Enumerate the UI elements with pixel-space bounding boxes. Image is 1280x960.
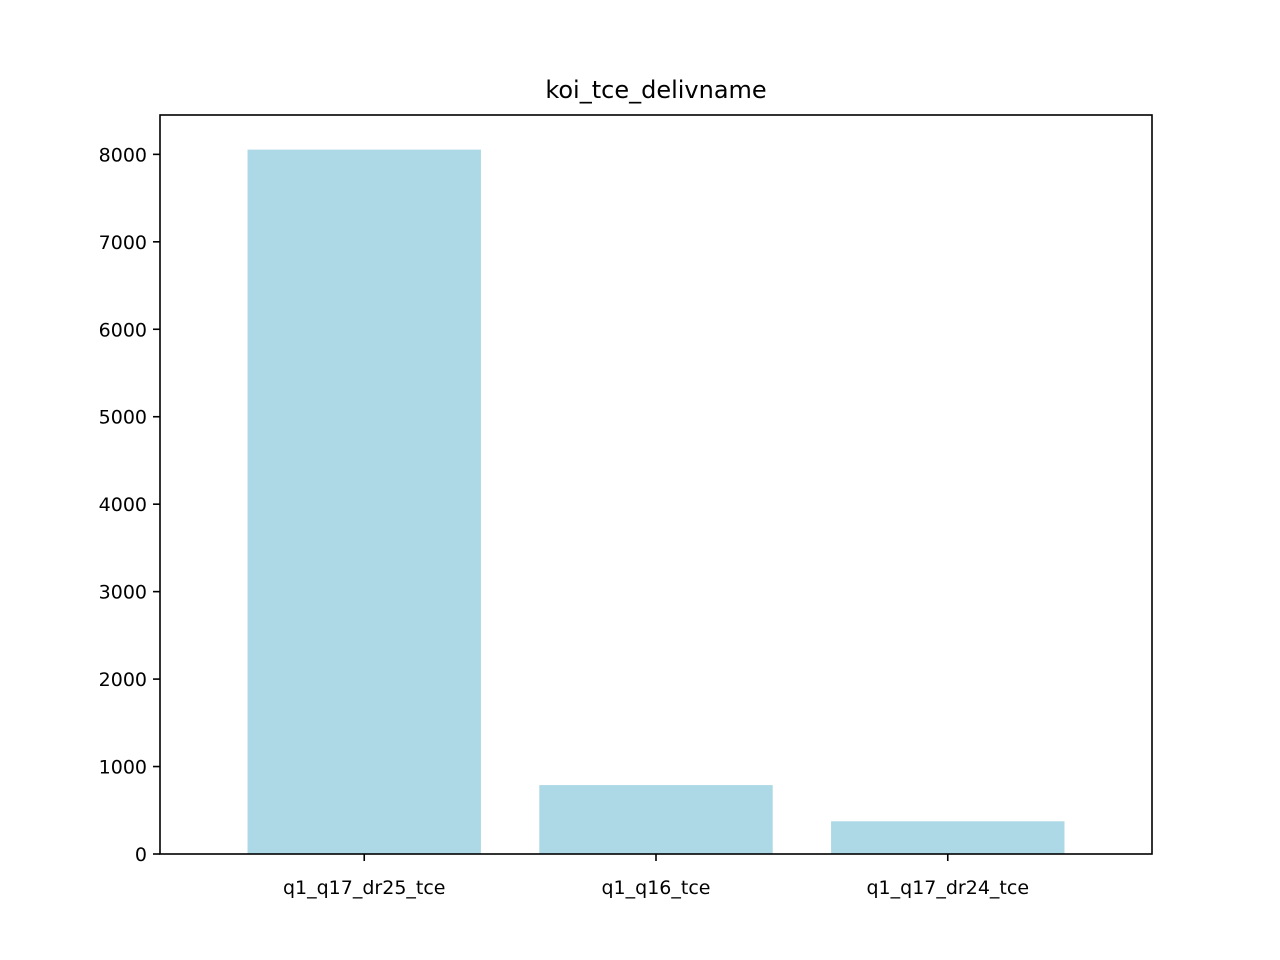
y-tick-label: 5000	[99, 407, 147, 429]
bar-q1_q16_tce	[539, 785, 773, 854]
y-tick-label: 2000	[99, 669, 147, 691]
x-tick-label: q1_q16_tce	[602, 877, 711, 899]
y-tick-label: 7000	[99, 232, 147, 254]
y-tick-label: 1000	[99, 757, 147, 779]
y-tick-label: 4000	[99, 494, 147, 516]
y-tick-label: 6000	[99, 319, 147, 341]
x-axis: q1_q17_dr25_tce q1_q16_tce q1_q17_dr24_tce	[283, 854, 1029, 899]
y-tick-label: 3000	[99, 582, 147, 604]
bars-group	[247, 149, 1065, 854]
x-tick-label: q1_q17_dr24_tce	[866, 877, 1029, 899]
y-axis: 0 1000 2000 3000 4000 5000 6000 7000 8000	[99, 144, 160, 866]
y-tick-label: 0	[135, 844, 147, 866]
plot-frame	[159, 114, 1153, 855]
x-tick-label: q1_q17_dr25_tce	[283, 877, 446, 899]
chart-title: koi_tce_delivname	[545, 76, 766, 104]
bar-q1_q17_dr24_tce	[831, 821, 1065, 854]
y-tick-label: 8000	[99, 144, 147, 166]
bar-q1_q17_dr25_tce	[247, 149, 481, 854]
